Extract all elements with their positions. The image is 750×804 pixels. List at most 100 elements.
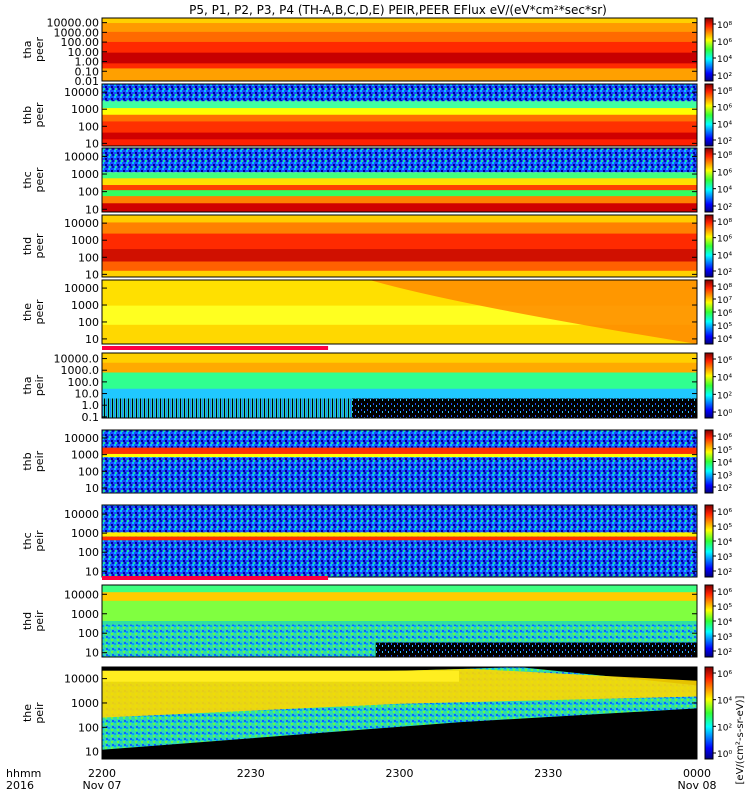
y-tick-label: 10 <box>85 333 99 346</box>
spectrogram-band <box>102 600 697 622</box>
colorbar-tick-label: 10⁵ <box>717 523 732 533</box>
spectrogram-stripes <box>102 398 352 418</box>
spectrogram-band <box>102 108 697 116</box>
colorbar-tick-label: 10⁶ <box>717 588 732 598</box>
spectrogram-band <box>102 114 697 122</box>
spectrogram-band <box>102 592 697 602</box>
panel-frame <box>101 83 698 147</box>
colorbar-tick-label: 10⁶ <box>717 309 732 319</box>
mode-indicator-bar <box>102 346 329 350</box>
colorbar-tick-label: 10⁴ <box>717 459 732 469</box>
panel-thc-peer: thc peer 10000 1000 100 10 10⁸ 10⁶ 10⁴ 10² <box>21 147 732 216</box>
colorbar-tick-label: 10² <box>717 484 732 494</box>
spectrogram-band <box>102 353 697 364</box>
colorbar-tick-label: 10³ <box>717 553 732 563</box>
colorbar-tick-label: 10⁴ <box>717 374 732 384</box>
y-tick-label: 100 <box>78 186 99 199</box>
y-tick-label: 10000 <box>64 588 99 601</box>
colorbar-unit-label: [eV/(cm²-s-sr-eV)] <box>735 695 746 784</box>
colorbar-tick-label: 10³ <box>717 471 732 481</box>
spectrogram-band <box>102 261 697 272</box>
colorbar-tick-label: 10⁶ <box>717 235 732 245</box>
colorbar-tick-label: 10² <box>717 723 732 733</box>
y-tick-label: 10000.0 <box>54 353 100 366</box>
colorbar <box>704 214 714 278</box>
colorbar-tick-label: 10⁴ <box>717 335 732 345</box>
colorbar <box>704 504 714 578</box>
spectrogram-band <box>102 536 697 541</box>
panel-probe-label: thc <box>21 532 34 549</box>
x-tick-label-date: Nov 08 <box>678 779 717 792</box>
spectrogram-noise <box>102 148 697 173</box>
y-tick-label: 10 <box>85 482 99 495</box>
time-axis-label-year: 2016 <box>6 779 34 792</box>
y-tick-label: 100.00 <box>61 36 100 49</box>
y-tick-label: 1000 <box>71 697 99 710</box>
colorbar-tick-label: 10⁴ <box>717 55 732 65</box>
spectrogram-band <box>102 196 697 204</box>
spectrogram-band <box>102 52 697 64</box>
panel-probe-label: thb <box>21 106 34 124</box>
colorbar-tick-label: 10⁰ <box>717 409 732 419</box>
colorbar <box>704 352 714 419</box>
mode-indicator-bar <box>102 576 329 580</box>
y-tick-label: 10000 <box>64 217 99 230</box>
colorbar <box>704 429 714 494</box>
y-tick-label: 100.0 <box>68 376 100 389</box>
panel-thb-peer: thb peer 10000 1000 100 10 10⁸ 10⁶ 10⁴ 10² <box>21 83 732 150</box>
y-tick-label: 10 <box>85 203 99 216</box>
y-tick-label: 10000 <box>64 86 99 99</box>
spectrogram-band <box>102 222 697 235</box>
spectrogram-band <box>102 68 697 82</box>
spectrogram-band <box>102 178 697 186</box>
colorbar-tick-label: 10⁵ <box>717 322 732 332</box>
panel-probe-label: the <box>21 704 34 722</box>
panel-probe-label: the <box>21 303 34 321</box>
y-tick-label: 100 <box>78 627 99 640</box>
y-tick-label: 10000.00 <box>47 17 100 30</box>
y-tick-label: 10.0 <box>75 388 100 401</box>
panel-species-label: peer <box>33 37 46 63</box>
colorbar-tick-label: 10⁵ <box>717 446 732 456</box>
colorbar-tick-label: 10⁶ <box>717 670 732 680</box>
panel-probe-label: thc <box>21 171 34 188</box>
panel-tha-peer: tha peer10000.001000.00100.0010.001.000.1… <box>21 17 732 88</box>
panel-species-label: peer <box>33 102 46 128</box>
spectrogram-band <box>102 190 697 197</box>
colorbar-tick-label: 10⁶ <box>717 356 732 366</box>
figure-title: P5, P1, P2, P3, P4 (TH-A,B,C,D,E) PEIR,P… <box>189 3 607 17</box>
colorbar-tick-label: 10⁶ <box>717 508 732 518</box>
colorbar-tick-label: 10² <box>717 568 732 578</box>
y-tick-label: 1.0 <box>82 399 100 412</box>
y-tick-label: 10 <box>85 647 99 660</box>
panel-species-label: peir <box>33 610 46 632</box>
spectrogram-band <box>102 532 697 537</box>
panel-thc-peir: thc peir 10000 1000 100 10 10⁶ 10⁵ 10⁴ 10³ 10² <box>21 504 732 578</box>
y-tick-label: 1000.00 <box>54 26 100 39</box>
colorbar-tick-label: 10⁸ <box>717 87 732 97</box>
spectrogram-band <box>102 453 697 458</box>
x-tick-label-time: 2330 <box>534 767 562 780</box>
y-tick-label: 10000 <box>64 432 99 445</box>
spectrogram-band <box>102 101 697 109</box>
panel-probe-label: tha <box>21 40 34 58</box>
colorbar-tick-label: 10² <box>717 648 732 658</box>
colorbar <box>704 17 714 82</box>
spectrogram-band <box>102 139 697 147</box>
panel-species-label: peir <box>33 530 46 552</box>
spectrogram-noise <box>102 84 697 102</box>
spectrogram-band <box>102 23 697 33</box>
panel-species-label: peer <box>33 233 46 259</box>
colorbar-tick-label: 10² <box>717 137 732 147</box>
spectrogram-region <box>369 280 697 344</box>
colorbar-tick-label: 10² <box>717 203 732 213</box>
panel-frame <box>101 352 698 419</box>
x-tick-label-time: 2200 <box>88 767 116 780</box>
colorbar <box>704 279 714 345</box>
time-axis-label-hhmm: hhmm <box>6 767 41 780</box>
spectrogram-band <box>102 324 697 345</box>
y-tick-label: 10.00 <box>68 46 100 59</box>
spectrogram-band <box>102 203 697 213</box>
